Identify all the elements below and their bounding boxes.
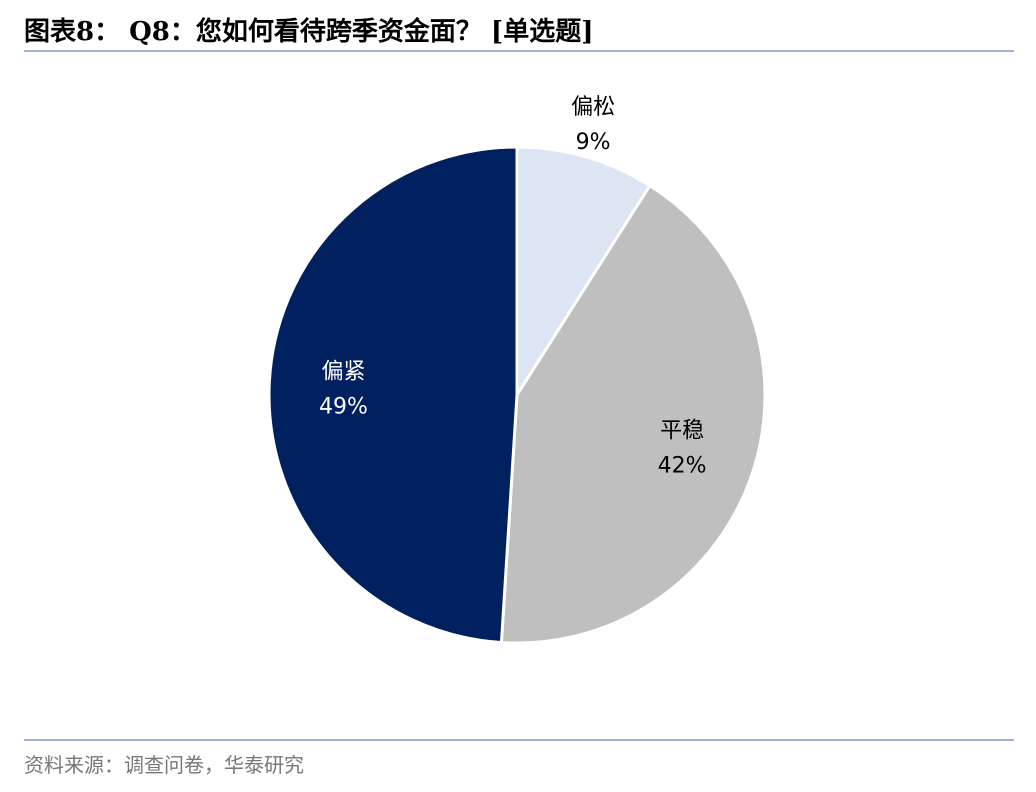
chart-title: 图表8： Q8：您如何看待跨季资金面？ [单选题] <box>24 16 594 47</box>
pie-slice <box>515 145 652 401</box>
slice-value-label: 9% <box>576 130 611 155</box>
pie-slice <box>267 145 519 645</box>
slice-name: 偏松 <box>571 95 615 120</box>
pie-slice <box>499 183 767 645</box>
slice-value-label: 49% <box>319 395 368 420</box>
slice-name: 平稳 <box>660 419 704 444</box>
slice-name: 偏紧 <box>321 360 365 385</box>
source-note: 资料来源：调查问卷，华泰研究 <box>24 753 304 777</box>
slice-value-label: 42% <box>658 454 707 479</box>
